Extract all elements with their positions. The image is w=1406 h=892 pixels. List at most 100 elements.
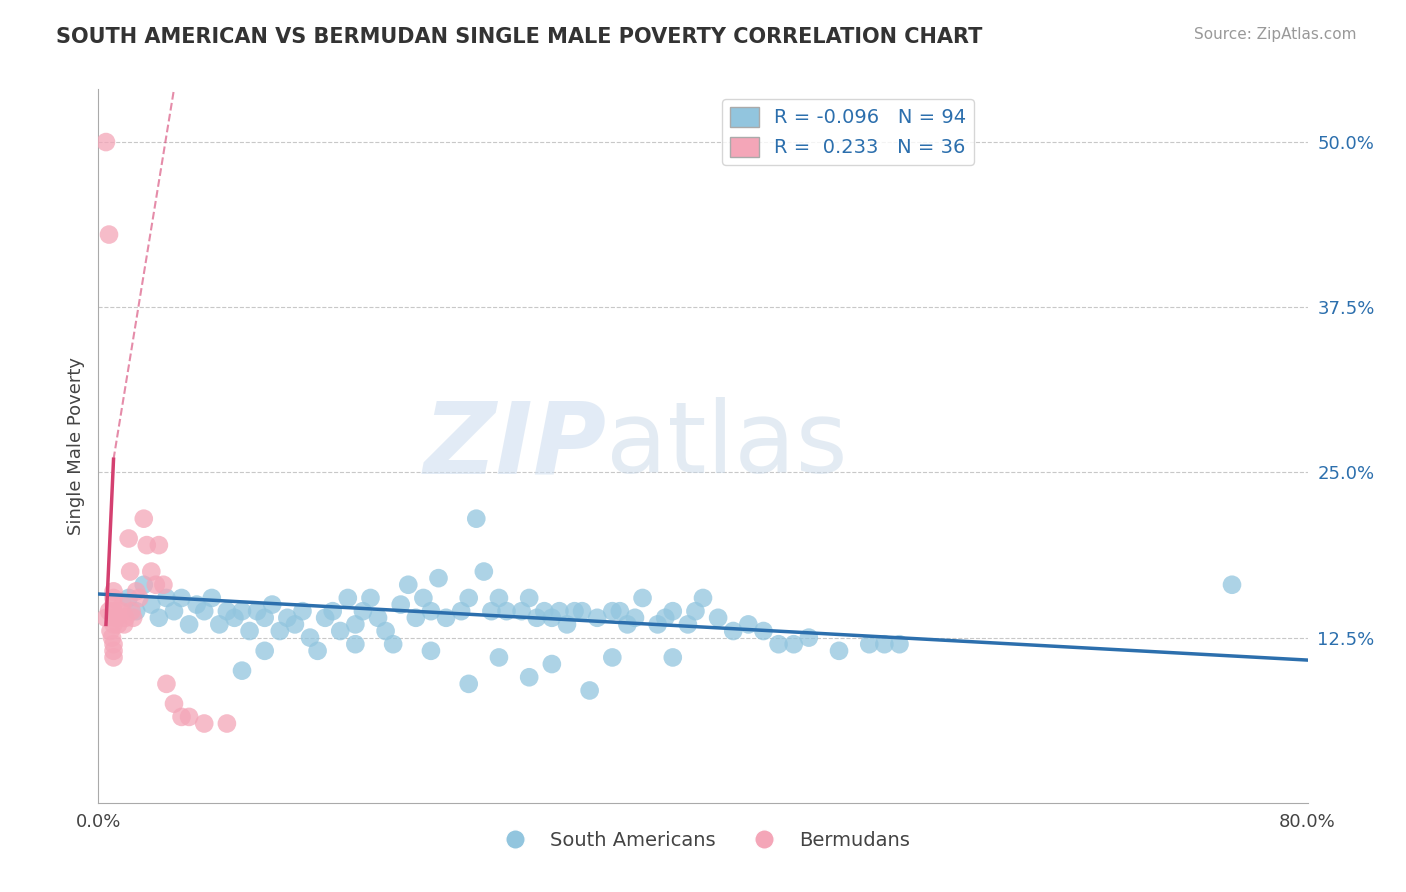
- Point: [299, 631, 322, 645]
- Point: [517, 591, 540, 605]
- Point: [858, 637, 880, 651]
- Point: [488, 591, 510, 605]
- Point: [685, 604, 707, 618]
- Point: [344, 637, 367, 651]
- Point: [135, 538, 157, 552]
- Point: [389, 598, 412, 612]
- Point: [420, 644, 443, 658]
- Point: [661, 604, 683, 618]
- Point: [517, 670, 540, 684]
- Point: [141, 598, 163, 612]
- Point: [103, 637, 125, 651]
- Point: [352, 604, 374, 618]
- Point: [616, 617, 638, 632]
- Point: [163, 697, 186, 711]
- Point: [307, 644, 329, 658]
- Legend: South Americans, Bermudans: South Americans, Bermudans: [488, 822, 918, 857]
- Point: [654, 611, 676, 625]
- Point: [132, 578, 155, 592]
- Point: [465, 511, 488, 525]
- Point: [103, 598, 125, 612]
- Point: [262, 598, 284, 612]
- Point: [1220, 578, 1243, 592]
- Point: [269, 624, 291, 638]
- Point: [586, 611, 609, 625]
- Point: [382, 637, 405, 651]
- Point: [533, 604, 555, 618]
- Point: [103, 650, 125, 665]
- Point: [661, 650, 683, 665]
- Point: [215, 604, 238, 618]
- Point: [276, 611, 298, 625]
- Point: [526, 611, 548, 625]
- Point: [723, 624, 745, 638]
- Point: [105, 611, 128, 625]
- Text: Source: ZipAtlas.com: Source: ZipAtlas.com: [1194, 27, 1357, 42]
- Point: [152, 578, 174, 592]
- Point: [122, 611, 145, 625]
- Point: [163, 604, 186, 618]
- Point: [396, 578, 419, 592]
- Point: [155, 591, 177, 605]
- Point: [239, 624, 262, 638]
- Y-axis label: Single Male Poverty: Single Male Poverty: [66, 357, 84, 535]
- Point: [98, 604, 121, 618]
- Point: [201, 591, 224, 605]
- Point: [101, 631, 124, 645]
- Point: [540, 611, 562, 625]
- Point: [141, 565, 163, 579]
- Point: [112, 617, 135, 632]
- Point: [692, 591, 714, 605]
- Point: [564, 604, 586, 618]
- Point: [405, 611, 427, 625]
- Point: [450, 604, 472, 618]
- Text: ZIP: ZIP: [423, 398, 606, 494]
- Text: atlas: atlas: [606, 398, 848, 494]
- Point: [602, 604, 624, 618]
- Point: [103, 604, 125, 618]
- Point: [100, 624, 122, 638]
- Point: [602, 650, 624, 665]
- Point: [118, 591, 141, 605]
- Point: [548, 604, 571, 618]
- Point: [510, 604, 533, 618]
- Point: [121, 604, 143, 618]
- Point: [540, 657, 562, 671]
- Point: [132, 511, 155, 525]
- Point: [768, 637, 790, 651]
- Point: [94, 611, 117, 625]
- Point: [457, 591, 479, 605]
- Point: [170, 591, 193, 605]
- Point: [329, 624, 352, 638]
- Point: [103, 584, 125, 599]
- Point: [488, 650, 510, 665]
- Point: [125, 604, 148, 618]
- Point: [148, 538, 170, 552]
- Point: [555, 617, 578, 632]
- Point: [148, 611, 170, 625]
- Point: [114, 611, 136, 625]
- Point: [434, 611, 457, 625]
- Point: [110, 604, 132, 618]
- Point: [231, 664, 253, 678]
- Point: [145, 578, 167, 592]
- Point: [103, 644, 125, 658]
- Point: [676, 617, 699, 632]
- Point: [103, 617, 125, 632]
- Point: [420, 604, 443, 618]
- Point: [472, 565, 495, 579]
- Point: [253, 644, 276, 658]
- Point: [94, 135, 117, 149]
- Point: [374, 624, 396, 638]
- Point: [322, 604, 344, 618]
- Point: [481, 604, 503, 618]
- Point: [186, 598, 208, 612]
- Point: [571, 604, 593, 618]
- Point: [344, 617, 367, 632]
- Point: [797, 631, 820, 645]
- Point: [107, 617, 129, 632]
- Point: [737, 617, 759, 632]
- Point: [360, 591, 382, 605]
- Point: [120, 565, 142, 579]
- Point: [889, 637, 911, 651]
